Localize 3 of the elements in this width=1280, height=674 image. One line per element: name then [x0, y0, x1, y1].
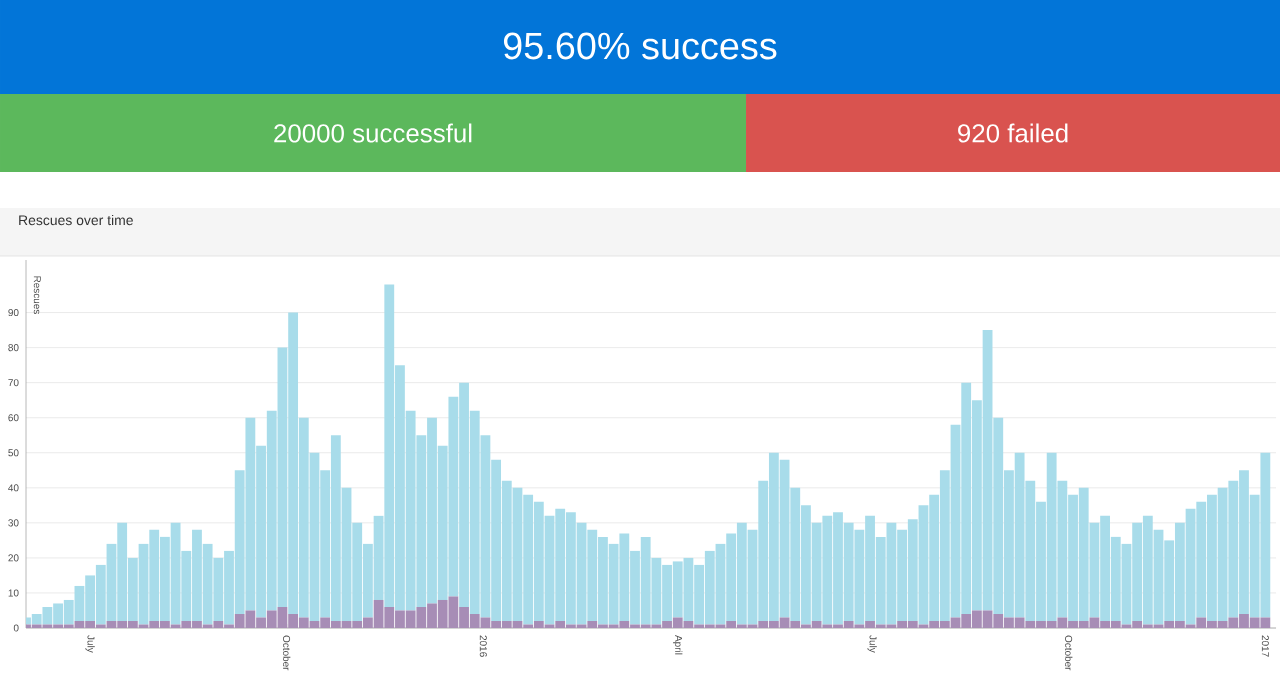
text: 920 failed — [958, 123, 1068, 143]
text: 95.60% success — [503, 32, 777, 60]
text: 20000 successful — [274, 123, 472, 143]
